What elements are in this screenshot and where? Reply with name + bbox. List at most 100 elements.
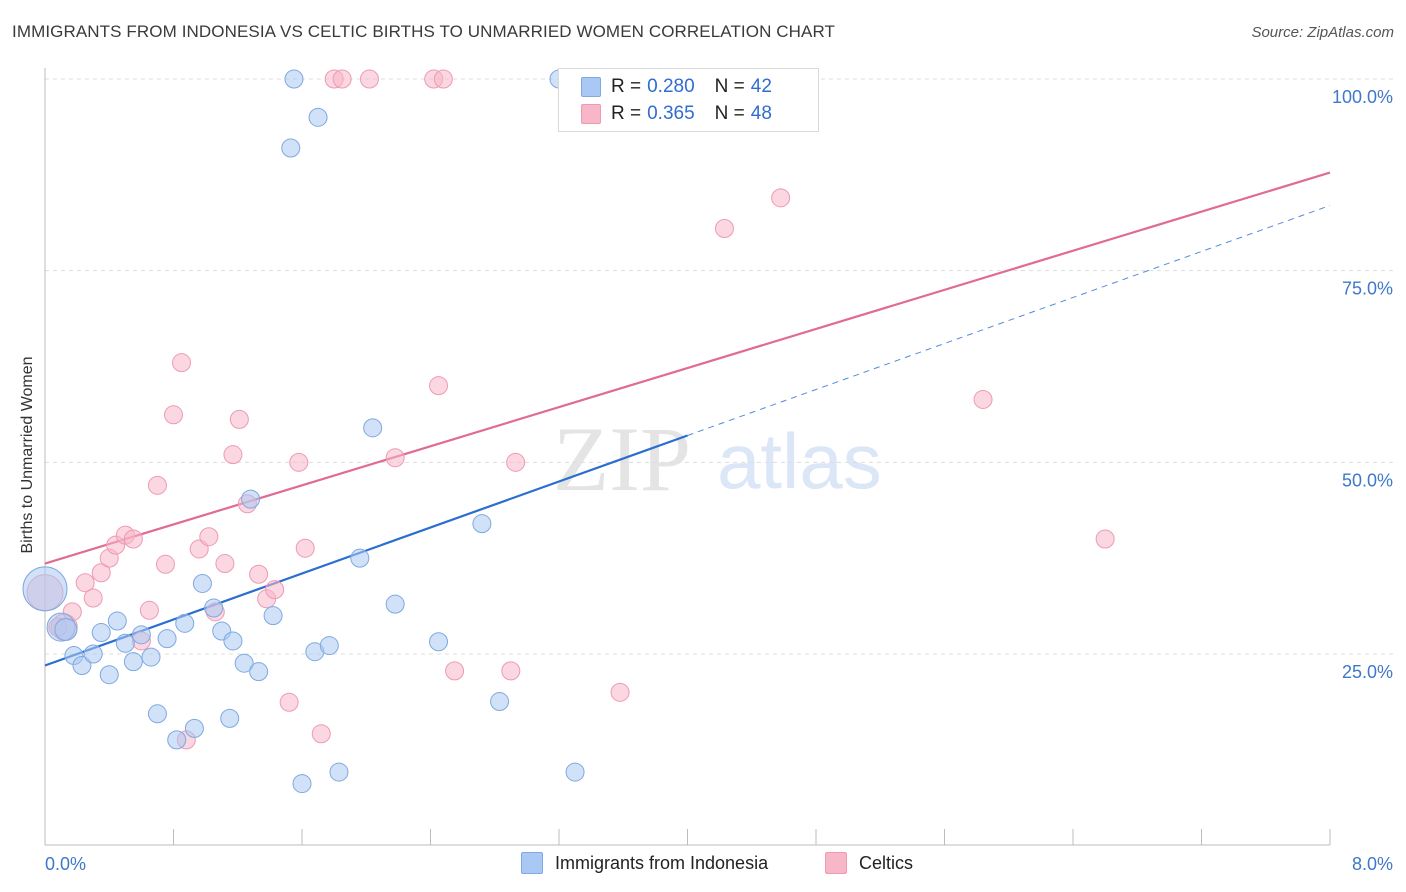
point-indonesia — [284, 69, 304, 89]
legend-swatch-blue — [581, 77, 601, 97]
point-indonesia — [167, 730, 187, 750]
legend-label-indonesia: Immigrants from Indonesia — [555, 852, 769, 873]
point-indonesia — [99, 665, 119, 685]
legend-row-blue: R = 0.280 N = 42 — [581, 75, 772, 99]
point-celtics — [147, 475, 167, 495]
point-indonesia — [292, 774, 312, 794]
y-tick-label: 50.0% — [1342, 470, 1393, 490]
trend-line-indonesia — [44, 434, 688, 667]
legend-r-label: R = — [611, 103, 642, 124]
point-celtics — [164, 405, 183, 425]
trend-line-indonesia-extension — [687, 205, 1331, 436]
point-celtics — [445, 661, 465, 681]
point-celtics — [501, 661, 521, 681]
legend-label-celtics: Celtics — [859, 852, 914, 873]
point-indonesia — [223, 631, 243, 651]
point-indonesia — [22, 566, 68, 612]
point-indonesia — [72, 656, 92, 675]
point-indonesia — [107, 611, 127, 631]
source-label: Source: ZipAtlas.com — [1251, 24, 1394, 41]
legend-row-pink: R = 0.365 N = 48 — [581, 102, 772, 126]
point-indonesia — [131, 625, 151, 645]
legend-n-value: 42 — [750, 76, 772, 97]
point-indonesia — [204, 598, 224, 618]
legend-swatch-pink — [581, 104, 601, 124]
point-indonesia — [141, 647, 161, 667]
point-celtics — [265, 580, 285, 600]
point-indonesia — [263, 606, 283, 626]
point-indonesia — [91, 623, 111, 643]
point-indonesia — [565, 762, 585, 782]
point-celtics — [610, 682, 630, 702]
point-indonesia — [249, 662, 269, 682]
point-celtics — [123, 529, 143, 549]
x-tick-label: 0.0% — [45, 854, 86, 874]
point-indonesia — [54, 617, 78, 641]
point-celtics — [75, 573, 95, 593]
point-indonesia — [472, 514, 492, 534]
point-celtics — [155, 554, 175, 574]
point-celtics — [91, 563, 111, 583]
watermark-atlas: atlas — [717, 417, 882, 505]
point-celtics — [223, 445, 243, 465]
tick-labels: 25.0% 50.0% 75.0% 100.0% 0.0% 8.0% — [45, 87, 1393, 874]
point-celtics — [311, 724, 331, 744]
point-celtics — [83, 588, 103, 608]
chart-title: IMMIGRANTS FROM INDONESIA VS CELTIC BIRT… — [12, 22, 836, 41]
legend-swatch-blue — [521, 852, 543, 874]
point-indonesia — [175, 613, 195, 633]
point-celtics — [229, 409, 249, 429]
legend-r-value: 0.280 — [647, 76, 695, 97]
point-celtics — [771, 188, 791, 208]
legend-item-indonesia: Immigrants from Indonesia — [521, 852, 768, 874]
legend-item-celtics: Celtics — [825, 852, 913, 874]
point-indonesia — [147, 704, 167, 724]
point-indonesia — [241, 489, 261, 509]
point-celtics — [332, 69, 352, 89]
point-indonesia — [350, 548, 370, 568]
point-indonesia — [184, 718, 204, 738]
point-celtics — [172, 353, 192, 373]
point-indonesia — [192, 573, 212, 593]
point-indonesia — [319, 636, 339, 656]
point-celtics — [714, 219, 734, 238]
legend-n-label: N = — [714, 103, 745, 124]
point-indonesia — [490, 692, 510, 712]
x-tick-label: 8.0% — [1352, 854, 1393, 874]
point-celtics — [139, 600, 159, 620]
point-celtics — [385, 448, 405, 468]
point-celtics — [249, 564, 269, 584]
legend-n-value: 48 — [750, 103, 772, 124]
point-indonesia — [115, 633, 135, 653]
point-indonesia — [123, 652, 143, 672]
point-indonesia — [429, 632, 449, 652]
legend-swatch-pink — [825, 852, 847, 874]
point-celtics — [215, 554, 235, 574]
point-indonesia — [157, 629, 177, 649]
point-indonesia — [363, 418, 383, 438]
gridlines — [45, 78, 1395, 655]
point-celtics — [359, 69, 379, 89]
point-celtics — [289, 452, 309, 472]
point-celtics — [973, 389, 993, 409]
point-celtics — [433, 69, 453, 89]
point-indonesia — [234, 653, 254, 673]
y-tick-label: 25.0% — [1342, 662, 1393, 682]
point-indonesia — [83, 644, 103, 664]
y-tick-label: 100.0% — [1332, 87, 1393, 107]
point-indonesia — [385, 594, 405, 614]
point-celtics — [506, 452, 526, 472]
point-celtics — [279, 692, 299, 712]
watermark: ZIP atlas — [553, 408, 882, 510]
y-tick-label: 75.0% — [1342, 279, 1393, 299]
legend-r-label: R = — [611, 76, 642, 97]
legend-n-label: N = — [714, 76, 745, 97]
point-celtics — [199, 527, 219, 547]
point-celtics — [1095, 529, 1115, 549]
point-celtics — [429, 376, 449, 396]
correlation-legend: R = 0.280 N = 42 R = 0.365 N = 48 — [558, 68, 819, 132]
point-indonesia — [308, 107, 328, 127]
point-indonesia — [220, 708, 240, 728]
point-indonesia — [329, 762, 349, 782]
